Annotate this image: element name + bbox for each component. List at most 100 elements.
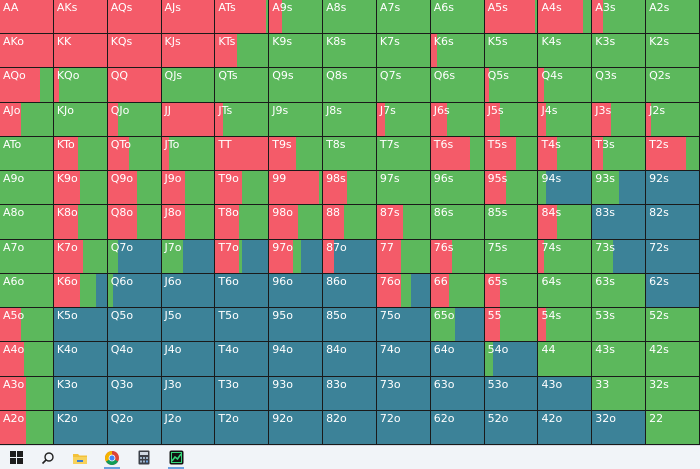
hand-cell-A5o[interactable]: A5o bbox=[0, 308, 53, 342]
hand-cell-J2o[interactable]: J2o bbox=[161, 410, 215, 444]
hand-cell-85s[interactable]: 85s bbox=[484, 205, 538, 239]
hand-cell-84o[interactable]: 84o bbox=[323, 342, 376, 376]
hand-cell-65o[interactable]: 65o bbox=[430, 308, 484, 342]
search-button[interactable] bbox=[32, 446, 64, 469]
chrome-button[interactable] bbox=[96, 446, 128, 469]
hand-cell-A9s[interactable]: A9s bbox=[269, 0, 323, 34]
hand-cell-K2o[interactable]: K2o bbox=[53, 410, 107, 444]
hand-cell-93s[interactable]: 93s bbox=[592, 171, 646, 205]
hand-cell-K6o[interactable]: K6o bbox=[53, 273, 107, 308]
hand-cell-86o[interactable]: 86o bbox=[323, 273, 376, 308]
hand-cell-T2s[interactable]: T2s bbox=[646, 136, 699, 171]
hand-cell-T6s[interactable]: T6s bbox=[430, 136, 484, 171]
hand-cell-A7o[interactable]: A7o bbox=[0, 239, 53, 273]
hand-cell-A6o[interactable]: A6o bbox=[0, 273, 53, 308]
hand-cell-42o[interactable]: 42o bbox=[538, 410, 592, 444]
hand-cell-KTo[interactable]: KTo bbox=[53, 136, 107, 171]
hand-cell-J6s[interactable]: J6s bbox=[430, 102, 484, 136]
hand-cell-K4o[interactable]: K4o bbox=[53, 342, 107, 376]
hand-cell-T3o[interactable]: T3o bbox=[215, 376, 269, 410]
hand-cell-K5o[interactable]: K5o bbox=[53, 308, 107, 342]
hand-cell-Q7o[interactable]: Q7o bbox=[107, 239, 161, 273]
hand-cell-87s[interactable]: 87s bbox=[376, 205, 430, 239]
hand-cell-97s[interactable]: 97s bbox=[376, 171, 430, 205]
hand-cell-96s[interactable]: 96s bbox=[430, 171, 484, 205]
hand-cell-95s[interactable]: 95s bbox=[484, 171, 538, 205]
hand-cell-52o[interactable]: 52o bbox=[484, 410, 538, 444]
hand-cell-QTs[interactable]: QTs bbox=[215, 68, 269, 102]
hand-cell-62o[interactable]: 62o bbox=[430, 410, 484, 444]
hand-cell-A8s[interactable]: A8s bbox=[323, 0, 376, 34]
hand-cell-Q5s[interactable]: Q5s bbox=[484, 68, 538, 102]
hand-cell-QJo[interactable]: QJo bbox=[107, 102, 161, 136]
hand-cell-85o[interactable]: 85o bbox=[323, 308, 376, 342]
hand-cell-QJs[interactable]: QJs bbox=[161, 68, 215, 102]
hand-cell-62s[interactable]: 62s bbox=[646, 273, 699, 308]
hand-cell-KQo[interactable]: KQo bbox=[53, 68, 107, 102]
hand-cell-T7s[interactable]: T7s bbox=[376, 136, 430, 171]
hand-cell-Q2s[interactable]: Q2s bbox=[646, 68, 699, 102]
hand-cell-K7s[interactable]: K7s bbox=[376, 34, 430, 68]
hand-cell-J7s[interactable]: J7s bbox=[376, 102, 430, 136]
hand-cell-K8s[interactable]: K8s bbox=[323, 34, 376, 68]
hand-cell-AQs[interactable]: AQs bbox=[107, 0, 161, 34]
hand-cell-KJo[interactable]: KJo bbox=[53, 102, 107, 136]
hand-cell-J9s[interactable]: J9s bbox=[269, 102, 323, 136]
hand-cell-T4s[interactable]: T4s bbox=[538, 136, 592, 171]
hand-cell-83o[interactable]: 83o bbox=[323, 376, 376, 410]
hand-cell-Q3s[interactable]: Q3s bbox=[592, 68, 646, 102]
hand-cell-A8o[interactable]: A8o bbox=[0, 205, 53, 239]
hand-cell-A6s[interactable]: A6s bbox=[430, 0, 484, 34]
hand-cell-KTs[interactable]: KTs bbox=[215, 34, 269, 68]
hand-cell-99[interactable]: 99 bbox=[269, 171, 323, 205]
hand-cell-J6o[interactable]: J6o bbox=[161, 273, 215, 308]
hand-cell-T6o[interactable]: T6o bbox=[215, 273, 269, 308]
hand-cell-96o[interactable]: 96o bbox=[269, 273, 323, 308]
hand-cell-43o[interactable]: 43o bbox=[538, 376, 592, 410]
hand-cell-AKs[interactable]: AKs bbox=[53, 0, 107, 34]
hand-cell-72s[interactable]: 72s bbox=[646, 239, 699, 273]
hand-cell-J9o[interactable]: J9o bbox=[161, 171, 215, 205]
hand-cell-A4s[interactable]: A4s bbox=[538, 0, 592, 34]
hand-cell-A4o[interactable]: A4o bbox=[0, 342, 53, 376]
hand-cell-33[interactable]: 33 bbox=[592, 376, 646, 410]
hand-cell-64o[interactable]: 64o bbox=[430, 342, 484, 376]
hand-cell-QQ[interactable]: QQ bbox=[107, 68, 161, 102]
hand-cell-75s[interactable]: 75s bbox=[484, 239, 538, 273]
hand-cell-AKo[interactable]: AKo bbox=[0, 34, 53, 68]
hand-cell-KK[interactable]: KK bbox=[53, 34, 107, 68]
hand-cell-Q8o[interactable]: Q8o bbox=[107, 205, 161, 239]
solver-app-button[interactable] bbox=[160, 446, 192, 469]
hand-cell-K4s[interactable]: K4s bbox=[538, 34, 592, 68]
hand-cell-JTo[interactable]: JTo bbox=[161, 136, 215, 171]
hand-cell-54s[interactable]: 54s bbox=[538, 308, 592, 342]
hand-cell-75o[interactable]: 75o bbox=[376, 308, 430, 342]
hand-cell-J5s[interactable]: J5s bbox=[484, 102, 538, 136]
hand-cell-66[interactable]: 66 bbox=[430, 273, 484, 308]
hand-cell-Q3o[interactable]: Q3o bbox=[107, 376, 161, 410]
hand-cell-95o[interactable]: 95o bbox=[269, 308, 323, 342]
hand-cell-A3s[interactable]: A3s bbox=[592, 0, 646, 34]
hand-cell-T2o[interactable]: T2o bbox=[215, 410, 269, 444]
hand-cell-A3o[interactable]: A3o bbox=[0, 376, 53, 410]
hand-cell-Q6o[interactable]: Q6o bbox=[107, 273, 161, 308]
hand-cell-K2s[interactable]: K2s bbox=[646, 34, 699, 68]
hand-cell-J3s[interactable]: J3s bbox=[592, 102, 646, 136]
hand-cell-42s[interactable]: 42s bbox=[646, 342, 699, 376]
hand-cell-KQs[interactable]: KQs bbox=[107, 34, 161, 68]
hand-cell-K3s[interactable]: K3s bbox=[592, 34, 646, 68]
hand-cell-T8o[interactable]: T8o bbox=[215, 205, 269, 239]
hand-cell-AA[interactable]: AA bbox=[0, 0, 53, 34]
hand-cell-T9o[interactable]: T9o bbox=[215, 171, 269, 205]
hand-cell-94s[interactable]: 94s bbox=[538, 171, 592, 205]
hand-cell-K3o[interactable]: K3o bbox=[53, 376, 107, 410]
hand-cell-J8o[interactable]: J8o bbox=[161, 205, 215, 239]
hand-cell-Q8s[interactable]: Q8s bbox=[323, 68, 376, 102]
hand-cell-53o[interactable]: 53o bbox=[484, 376, 538, 410]
hand-cell-Q9o[interactable]: Q9o bbox=[107, 171, 161, 205]
hand-cell-32o[interactable]: 32o bbox=[592, 410, 646, 444]
hand-cell-J7o[interactable]: J7o bbox=[161, 239, 215, 273]
hand-cell-54o[interactable]: 54o bbox=[484, 342, 538, 376]
hand-cell-J4s[interactable]: J4s bbox=[538, 102, 592, 136]
hand-cell-T4o[interactable]: T4o bbox=[215, 342, 269, 376]
